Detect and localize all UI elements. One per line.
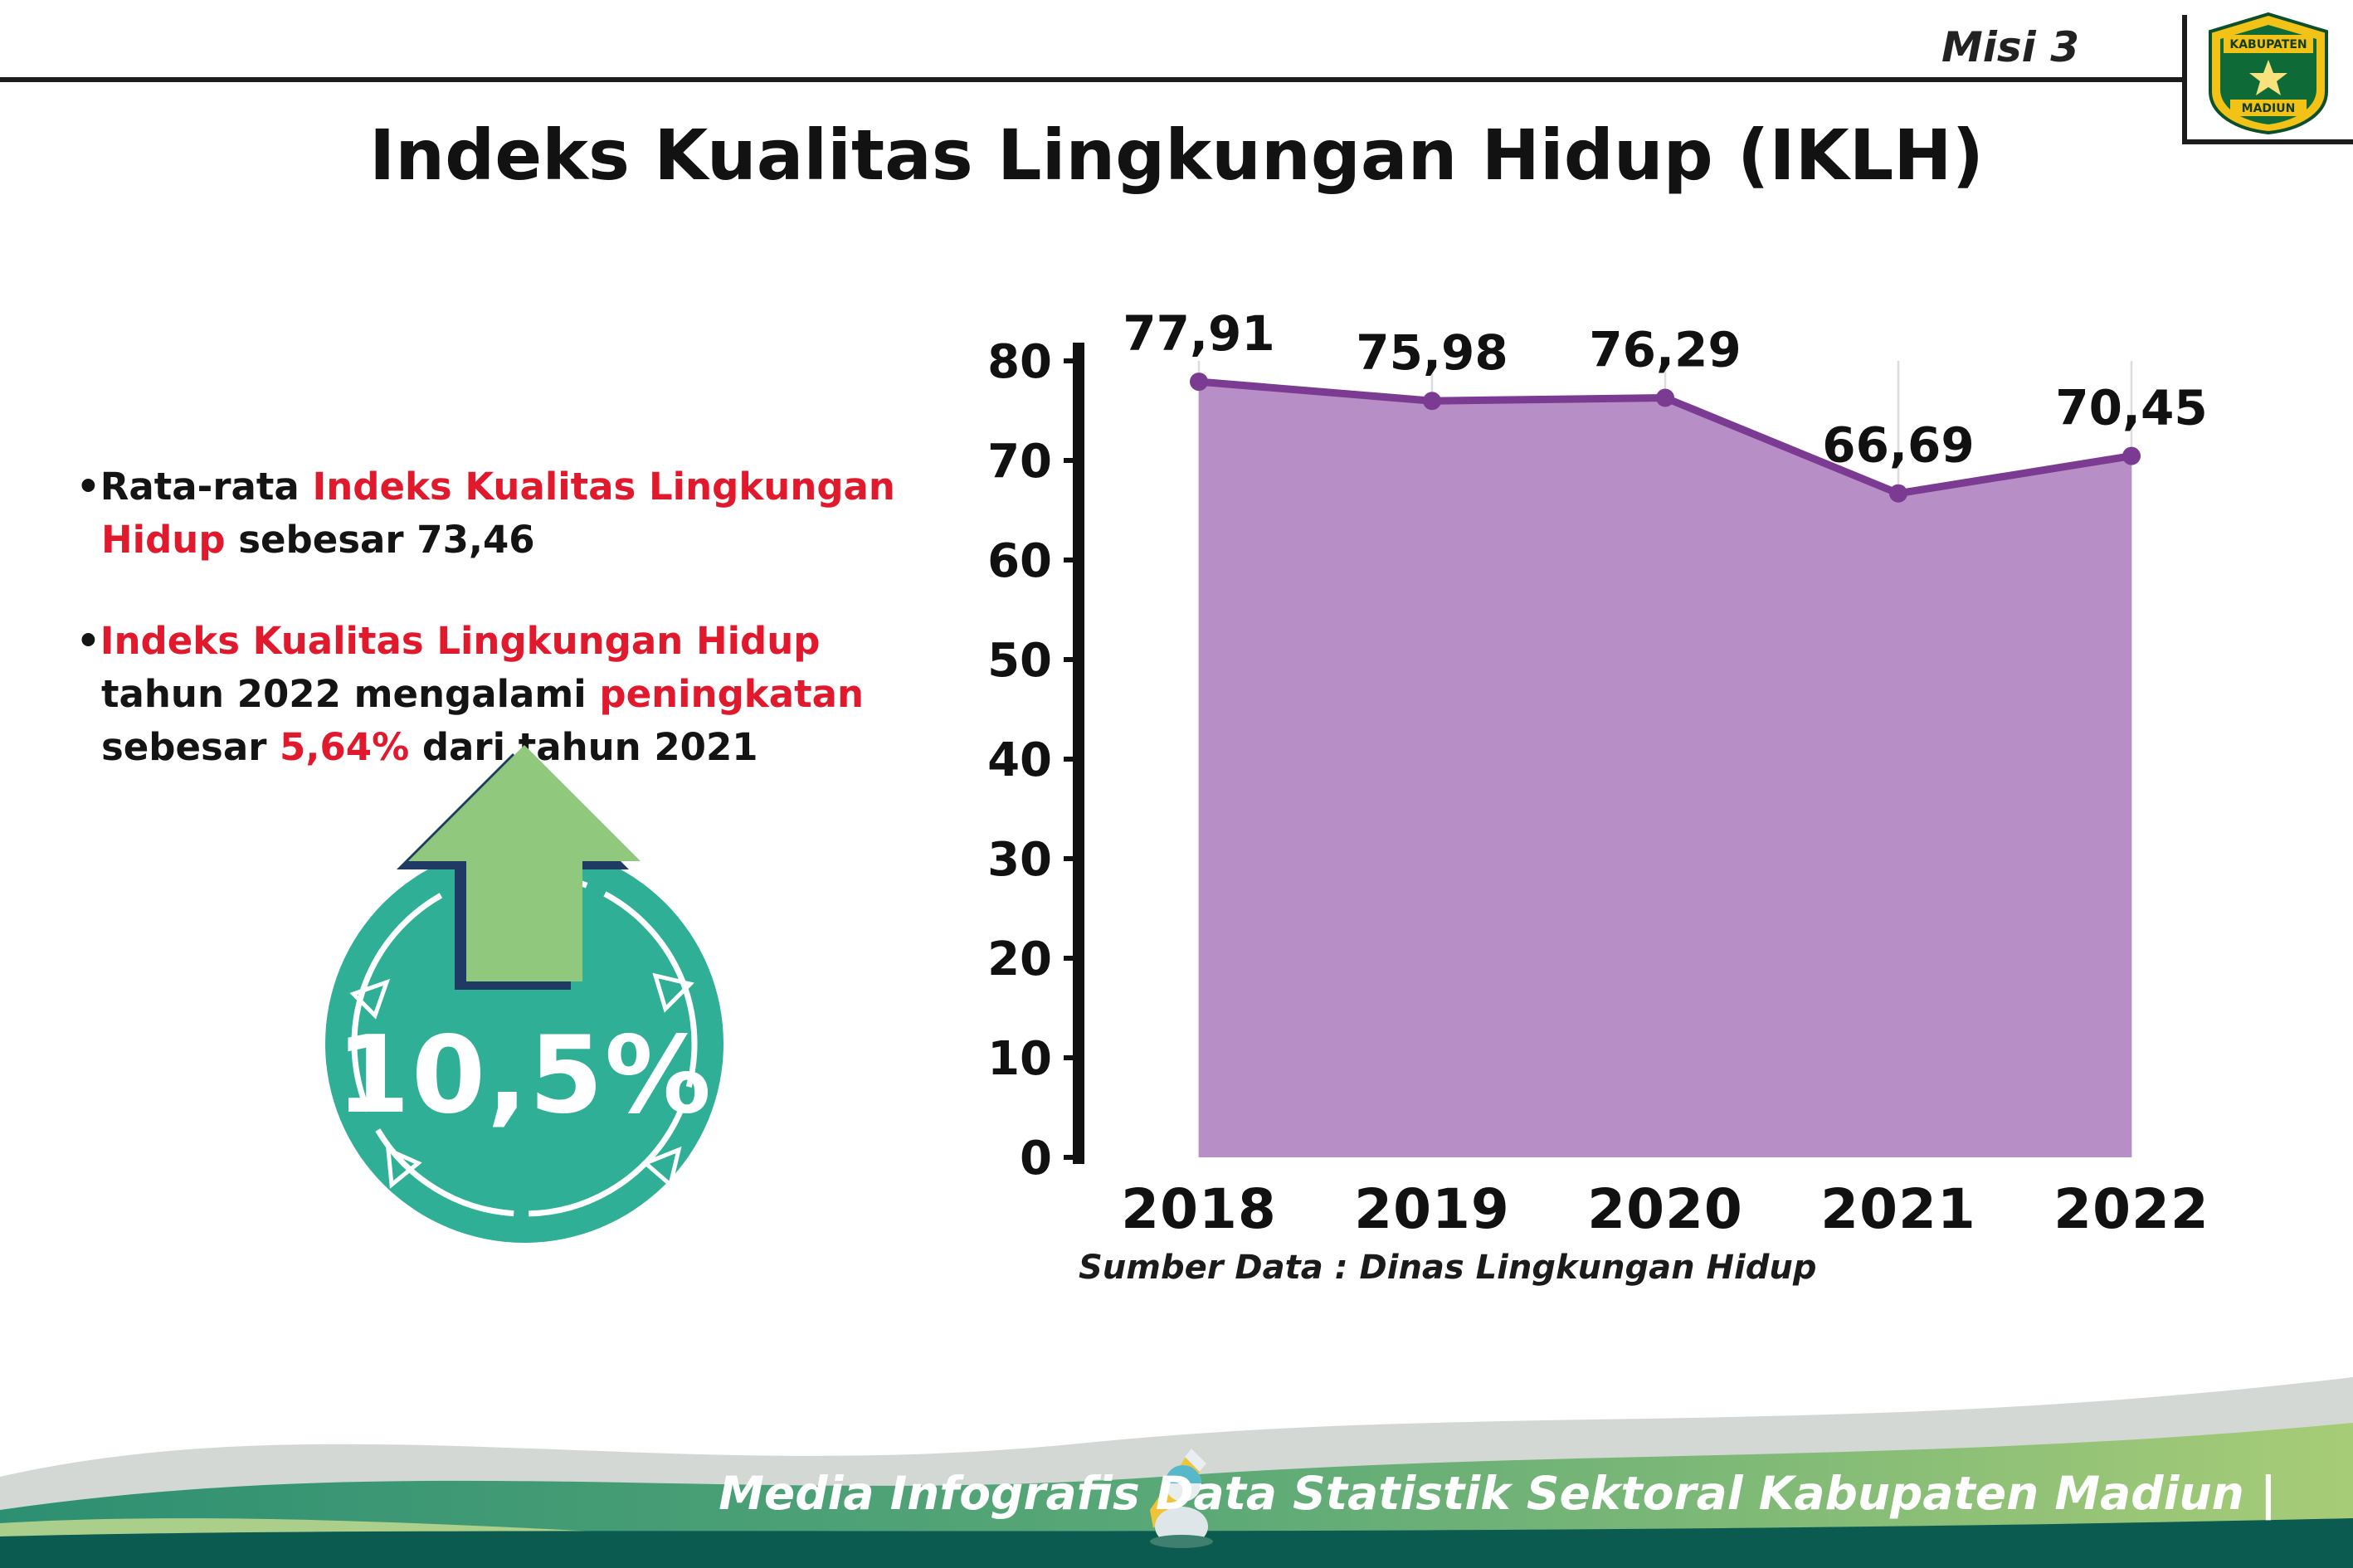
y-tick-label: 10 (987, 1032, 1052, 1086)
page-title: Indeks Kualitas Lingkungan Hidup (IKLH) (369, 114, 1984, 196)
mascot-shadow (1150, 1535, 1213, 1548)
iklh-chart: 77,91 75,98 76,29 66,69 70,45 0 10 20 30 40 50 60 70… (987, 305, 2209, 1241)
kabupaten-madiun-logo: KABUPATEN MADIUN (2209, 12, 2328, 134)
y-tick-label: 80 (987, 335, 1052, 389)
logo-text-top: KABUPATEN (2229, 38, 2307, 51)
logo-star (2249, 60, 2287, 95)
bullet-text-segment: dari tahun 2021 (409, 724, 758, 769)
bullet-text-segment: Rata-rata (100, 465, 313, 509)
chart-value-label: 66,69 (1822, 417, 1974, 474)
mascot-icon (1150, 1449, 1213, 1548)
x-tick-label: 2022 (2053, 1177, 2209, 1241)
badge-circle (325, 845, 723, 1243)
badge-value: 10,5% (335, 1014, 714, 1137)
y-tick-label: 30 (987, 833, 1052, 887)
y-tick-label: 70 (987, 435, 1052, 489)
bullet-text-segment: Indeks Kualitas Lingkungan Hidup (101, 465, 895, 562)
y-tick-label: 50 (987, 634, 1052, 688)
bullet-text-segment: sebesar 73,46 (225, 517, 535, 562)
badge-triangle-bottom-left (386, 1146, 422, 1189)
top-rule (0, 77, 2182, 82)
chart-value-label: 77,91 (1123, 305, 1274, 362)
x-tick-label: 2019 (1354, 1177, 1510, 1241)
chart-point (1423, 392, 1441, 411)
logo-ribbon-top (2224, 35, 2313, 53)
chart-value-label: 70,45 (2055, 380, 2207, 436)
mascot-cap (1165, 1465, 1201, 1483)
logo-frame-horizontal (2182, 139, 2353, 144)
bullet-text-segment: Indeks Kualitas Lingkungan Hidup (100, 618, 821, 663)
footer-caption: Media Infografis Data Statistik Sektoral… (719, 1467, 2277, 1520)
badge-triangle-bottom-right (641, 1146, 682, 1189)
chart-area (1199, 382, 2131, 1157)
badge-sketch-ring (351, 870, 698, 1217)
x-tick-label: 2021 (1820, 1177, 1976, 1241)
y-tick-label: 0 (1020, 1132, 1052, 1186)
bullet-text-segment: sebesar (101, 724, 280, 769)
bullet-dot: • (76, 465, 100, 509)
source-note: Sumber Data : Dinas Lingkungan Hidup (1079, 1249, 1817, 1287)
y-tick-label: 60 (987, 534, 1052, 588)
chart-point (1889, 484, 1907, 503)
up-arrow-icon (408, 745, 641, 981)
y-tick-label: 40 (987, 733, 1052, 787)
bullet-dot: • (76, 618, 100, 663)
x-tick-label: 2020 (1587, 1177, 1743, 1241)
x-tick-label: 2018 (1121, 1177, 1277, 1241)
badge-triangle-right (652, 972, 694, 1013)
badge-triangle-left (349, 978, 391, 1020)
bullet-text-segment: tahun 2022 mengalami (101, 671, 600, 716)
increase-badge (325, 745, 723, 1243)
mascot-pencil-tip (1185, 1449, 1206, 1472)
logo-frame-vertical (2182, 15, 2187, 144)
bullet-text-segment: 5,64% (280, 724, 410, 769)
misi-label: Misi 3 (1941, 23, 2079, 71)
chart-point (2122, 446, 2141, 465)
bullet-text-segment: peningkatan (599, 671, 865, 716)
bullet-list: •Rata-rata Indeks Kualitas Lingkungan Hi… (76, 460, 923, 821)
y-tick-label: 20 (987, 933, 1052, 986)
chart-value-label: 75,98 (1356, 324, 1508, 381)
chart-point (1656, 388, 1674, 407)
logo-ribbon-bottom (2230, 100, 2307, 116)
chart-point (1190, 373, 1208, 392)
bullet-item: •Rata-rata Indeks Kualitas Lingkungan Hi… (76, 460, 923, 567)
logo-text-bottom: MADIUN (2242, 102, 2296, 115)
bullet-item: •Indeks Kualitas Lingkungan Hidup tahun … (76, 615, 923, 774)
chart-value-label: 76,29 (1589, 322, 1741, 378)
